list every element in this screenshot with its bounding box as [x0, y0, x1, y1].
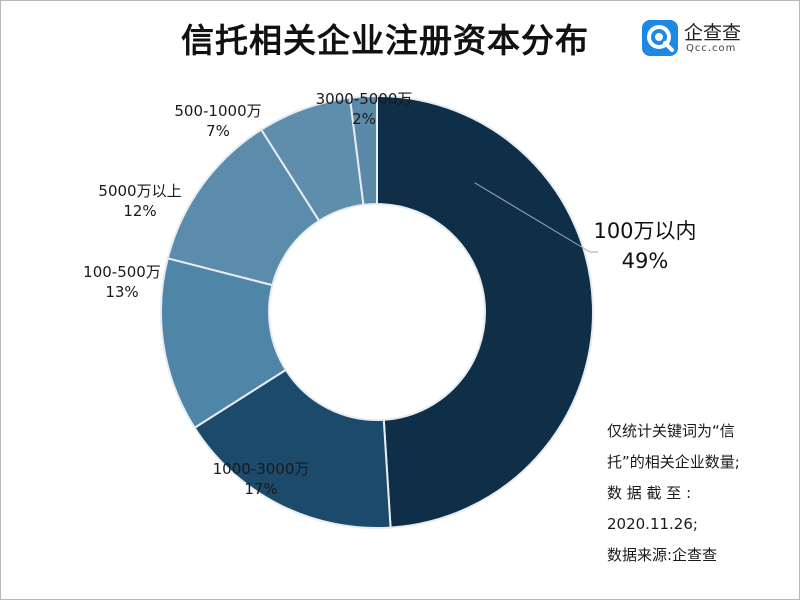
slice-percent-label: 2% — [352, 110, 376, 128]
note-line: 数据来源:企查查 — [607, 546, 718, 564]
slice-category-label: 1000-3000万 — [213, 460, 310, 478]
note-line: 仅统计关键词为“信 — [607, 422, 735, 440]
donut-slice — [376, 94, 595, 529]
slice-percent-label: 13% — [105, 283, 138, 301]
logo-name: 企查查 — [684, 22, 742, 44]
slice-percent-label: 17% — [244, 480, 277, 498]
slice-percent-label: 49% — [622, 249, 669, 273]
chart-title: 信托相关企业注册资本分布 — [181, 21, 589, 60]
slice-category-label: 5000万以上 — [98, 182, 181, 200]
slice-category-label: 100-500万 — [83, 263, 161, 281]
slice-category-label: 500-1000万 — [174, 102, 261, 120]
donut-slice — [193, 368, 392, 529]
qcc-logo: 企查查 Qcc.com — [640, 18, 790, 60]
qcc-logo-icon — [642, 20, 678, 56]
note-line: 2020.11.26; — [607, 515, 698, 533]
slice-percent-label: 7% — [206, 122, 230, 140]
leader-line — [474, 182, 598, 253]
note-line: 托”的相关企业数量; — [607, 453, 740, 471]
slice-category-label: 3000-5000万 — [316, 90, 413, 108]
logo-domain: Qcc.com — [686, 43, 737, 54]
slice-percent-label: 12% — [123, 202, 156, 220]
note-line: 数 据 截 至 : — [607, 484, 692, 502]
data-note: 仅统计关键词为“信 托”的相关企业数量; 数 据 截 至 : 2020.11.2… — [607, 416, 772, 571]
donut-slice — [348, 94, 378, 206]
slice-category-label: 100万以内 — [593, 219, 696, 243]
